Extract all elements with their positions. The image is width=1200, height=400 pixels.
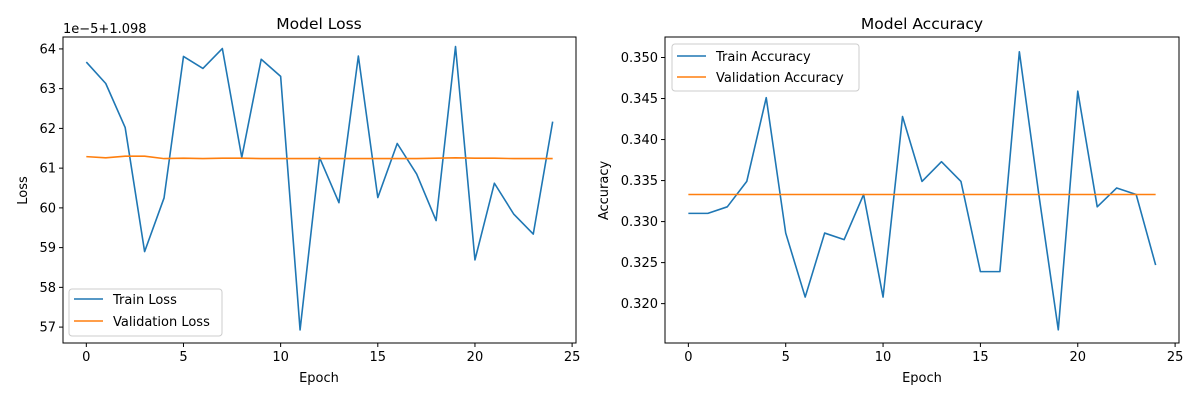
accuracy-x-tick-label: 25 <box>1167 350 1184 365</box>
loss-chart-title: Model Loss <box>276 15 361 33</box>
loss-series-validation-loss-line <box>86 155 553 160</box>
loss-y-tick-label: 61 <box>39 162 56 177</box>
loss-y-tick-label: 62 <box>39 122 56 137</box>
accuracy-chart-panel: Model Accuracy 0 5 10 15 20 25 0.320 0.325 0.33… <box>597 15 1183 386</box>
loss-y-tick-label: 57 <box>39 321 56 336</box>
loss-x-tick-label: 10 <box>272 350 289 365</box>
accuracy-series-train-accuracy-line <box>688 50 1157 331</box>
accuracy-x-ticks: 0 5 10 15 20 25 <box>684 343 1183 365</box>
loss-x-tick-label: 15 <box>370 350 387 365</box>
accuracy-y-tick-label: 0.320 <box>621 297 658 312</box>
accuracy-series-lines <box>688 50 1157 331</box>
accuracy-y-tick-label: 0.325 <box>621 256 658 271</box>
loss-legend-box <box>68 288 223 337</box>
accuracy-legend-box <box>671 43 860 92</box>
loss-y-tick-label: 63 <box>39 82 56 97</box>
accuracy-y-tick-label: 0.330 <box>621 215 658 230</box>
accuracy-x-tick-label: 15 <box>972 350 989 365</box>
accuracy-y-axis-label: Accuracy <box>597 161 612 221</box>
loss-plot-frame <box>62 36 577 344</box>
accuracy-y-ticks: 0.320 0.325 0.330 0.335 0.340 0.345 0.350 <box>621 51 665 312</box>
loss-y-offset-text: 1e−5+1.098 <box>63 22 147 37</box>
loss-x-tick-label: 5 <box>179 350 187 365</box>
accuracy-plot-frame <box>664 36 1180 344</box>
loss-x-tick-label: 25 <box>564 350 581 365</box>
accuracy-chart-title: Model Accuracy <box>861 15 983 33</box>
loss-x-axis-label: Epoch <box>299 371 339 386</box>
loss-y-tick-label: 59 <box>39 241 56 256</box>
loss-x-tick-label: 20 <box>467 350 484 365</box>
accuracy-x-tick-label: 5 <box>782 350 790 365</box>
loss-x-ticks: 0 5 10 15 20 25 <box>82 343 580 365</box>
loss-y-tick-label: 64 <box>39 42 56 57</box>
loss-y-tick-label: 58 <box>39 281 56 296</box>
accuracy-x-tick-label: 20 <box>1069 350 1086 365</box>
loss-x-tick-label: 0 <box>82 350 90 365</box>
loss-series-train-loss-line <box>85 45 554 331</box>
accuracy-y-tick-label: 0.335 <box>621 174 658 189</box>
accuracy-y-tick-label: 0.345 <box>621 92 658 107</box>
accuracy-y-tick-label: 0.340 <box>621 133 658 148</box>
loss-y-axis-label: Loss <box>16 176 31 205</box>
accuracy-y-tick-label: 0.350 <box>621 51 658 66</box>
accuracy-legend-label-validation: Validation Accuracy <box>716 71 844 86</box>
loss-chart-panel: Model Loss 1e−5+1.098 0 5 10 15 20 25 57 58 59 6… <box>16 15 580 386</box>
accuracy-x-axis-label: Epoch <box>902 371 942 386</box>
loss-legend: Train Loss Validation Loss <box>68 288 223 337</box>
accuracy-legend-label-train: Train Accuracy <box>715 50 811 65</box>
accuracy-x-tick-label: 0 <box>684 350 692 365</box>
accuracy-x-tick-label: 10 <box>875 350 892 365</box>
loss-legend-label-train: Train Loss <box>112 293 177 308</box>
loss-series-lines <box>85 45 554 331</box>
loss-legend-label-validation: Validation Loss <box>113 315 210 330</box>
loss-y-ticks: 57 58 59 60 61 62 63 64 <box>39 42 63 336</box>
loss-y-tick-label: 60 <box>39 201 56 216</box>
accuracy-legend: Train Accuracy Validation Accuracy <box>671 43 860 92</box>
